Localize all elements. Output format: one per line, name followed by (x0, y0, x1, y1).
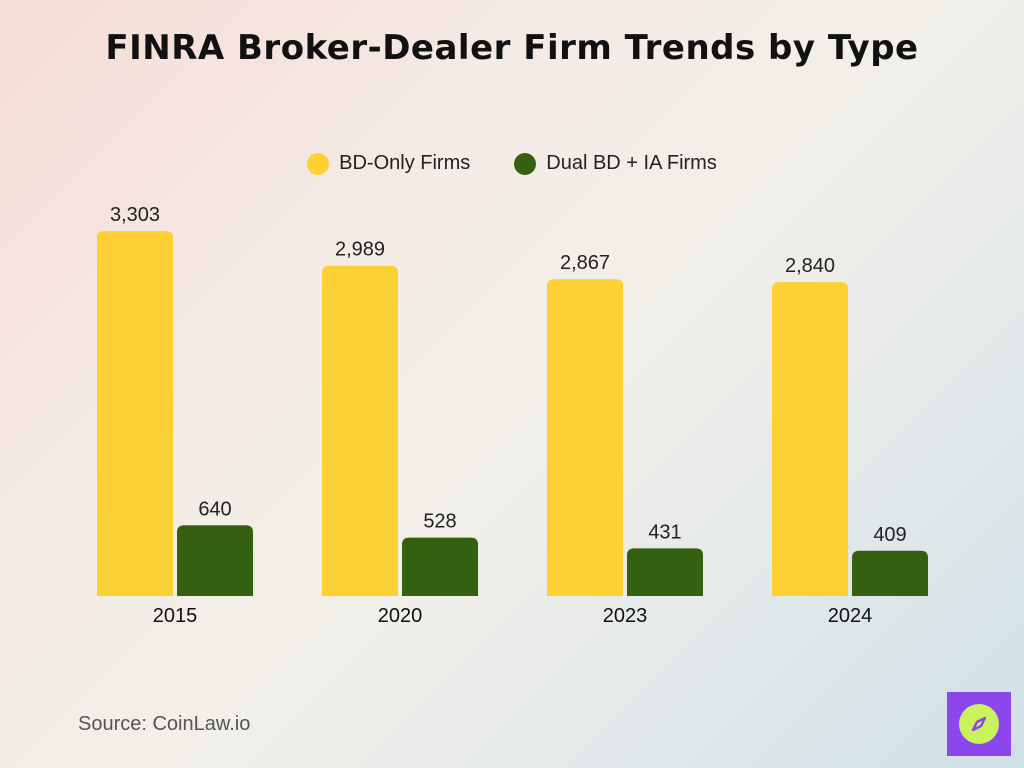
bar-bd-only-2015 (97, 231, 173, 596)
bar-bd-only-2020 (322, 265, 398, 596)
x-tick-2020: 2020 (378, 605, 423, 627)
bar-bd-only-2023 (547, 279, 623, 596)
bar-dual-2023 (627, 548, 703, 596)
legend-swatch-dual (514, 152, 537, 175)
data-label-dual-2023: 431 (648, 521, 681, 543)
data-label-dual-2024: 409 (873, 524, 906, 546)
compass-icon (959, 704, 999, 744)
x-tick-2024: 2024 (828, 605, 873, 627)
legend-label-dual: Dual BD + IA Firms (546, 152, 717, 174)
chart-title: FINRA Broker-Dealer Firm Trends by Type (105, 28, 919, 68)
data-label-bd-only-2024: 2,840 (785, 255, 835, 277)
data-label-dual-2015: 640 (198, 498, 231, 520)
data-label-bd-only-2023: 2,867 (560, 252, 610, 274)
bar-dual-2020 (402, 537, 478, 596)
legend-label-bd-only: BD-Only Firms (339, 152, 471, 174)
legend-item-dual: Dual BD + IA Firms (514, 152, 717, 175)
legend: BD-Only Firms Dual BD + IA Firms (0, 152, 1024, 175)
logo (947, 692, 1011, 756)
legend-item-bd-only: BD-Only Firms (307, 152, 470, 175)
x-tick-2023: 2023 (603, 605, 648, 627)
bar-dual-2024 (852, 550, 928, 596)
x-tick-2015: 2015 (153, 605, 198, 627)
bar-dual-2015 (177, 525, 253, 596)
source-note: Source: CoinLaw.io (78, 713, 251, 735)
legend-swatch-bd-only (307, 152, 330, 175)
bar-bd-only-2024 (772, 282, 848, 596)
data-label-bd-only-2020: 2,989 (335, 239, 385, 261)
data-label-dual-2020: 528 (423, 511, 456, 533)
data-label-bd-only-2015: 3,303 (110, 204, 160, 226)
